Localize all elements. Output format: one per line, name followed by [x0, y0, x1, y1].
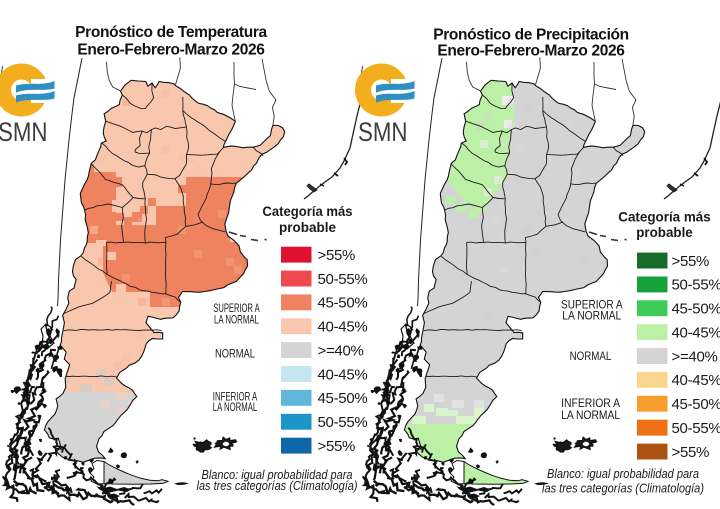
svg-text:50-55%: 50-55% [318, 414, 368, 431]
svg-text:40-45%: 40-45% [672, 325, 720, 342]
svg-text:40-45%: 40-45% [672, 372, 720, 389]
svg-text:50-55%: 50-55% [672, 420, 720, 437]
svg-text:Blanco: igual probabilidad par: Blanco: igual probabilidad para [547, 467, 699, 481]
svg-text:>55%: >55% [672, 253, 710, 270]
svg-text:>=40%: >=40% [672, 348, 718, 365]
svg-text:40-45%: 40-45% [318, 366, 368, 383]
svg-text:SUPERIOR A: SUPERIOR A [561, 298, 623, 312]
svg-text:45-50%: 45-50% [672, 396, 720, 413]
svg-text:45-50%: 45-50% [318, 295, 368, 312]
svg-text:LA NORMAL: LA NORMAL [561, 408, 620, 422]
svg-text:NORMAL: NORMAL [215, 347, 255, 361]
svg-text:SUPERIOR A: SUPERIOR A [213, 301, 259, 315]
svg-text:las tres categorías (Climatolo: las tres categorías (Climatología) [542, 482, 704, 496]
svg-text:Enero-Febrero-Marzo 2026: Enero-Febrero-Marzo 2026 [77, 42, 265, 59]
svg-text:>55%: >55% [672, 444, 710, 461]
svg-text:INFERIOR A: INFERIOR A [213, 390, 257, 404]
svg-text:40-45%: 40-45% [318, 319, 368, 336]
svg-text:LA NORMAL: LA NORMAL [562, 309, 621, 323]
svg-text:Pronóstico de Precipitación: Pronóstico de Precipitación [433, 27, 629, 44]
svg-text:>55%: >55% [318, 247, 356, 264]
svg-text:Enero-Febrero-Marzo 2026: Enero-Febrero-Marzo 2026 [437, 43, 625, 60]
svg-text:NORMAL: NORMAL [570, 349, 612, 363]
svg-text:probable: probable [279, 220, 336, 235]
svg-text:Blanco: igual probabilidad par: Blanco: igual probabilidad para [202, 468, 353, 482]
svg-text:>55%: >55% [318, 438, 356, 455]
svg-text:Pronóstico de Temperatura: Pronóstico de Temperatura [75, 24, 267, 41]
svg-text:LA NORMAL: LA NORMAL [213, 400, 258, 414]
svg-text:45-50%: 45-50% [672, 301, 720, 318]
svg-text:Categoría más: Categoría más [618, 210, 711, 225]
svg-text:las tres categorías (Climatolo: las tres categorías (Climatología) [197, 479, 358, 493]
svg-text:INFERIOR A: INFERIOR A [561, 396, 620, 410]
svg-text:45-50%: 45-50% [318, 390, 368, 407]
svg-text:50-55%: 50-55% [318, 271, 368, 288]
svg-text:SMN: SMN [358, 117, 408, 147]
svg-text:probable: probable [636, 225, 693, 240]
svg-text:LA NORMAL: LA NORMAL [214, 313, 259, 327]
svg-text:Categoría más: Categoría más [262, 204, 352, 219]
svg-text:SMN: SMN [0, 117, 48, 147]
svg-text:50-55%: 50-55% [672, 277, 720, 294]
svg-text:>=40%: >=40% [318, 342, 364, 359]
